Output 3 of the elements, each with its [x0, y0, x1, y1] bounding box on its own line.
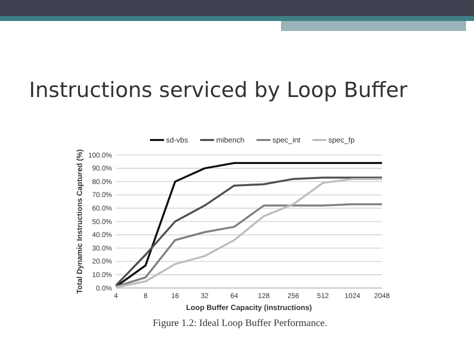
caption: Figure 1.2: Ideal Loop Buffer Performance. [152, 318, 328, 329]
chart-title: Instructions serviced by Loop Buffer [29, 78, 408, 102]
line-series [115, 203, 383, 288]
